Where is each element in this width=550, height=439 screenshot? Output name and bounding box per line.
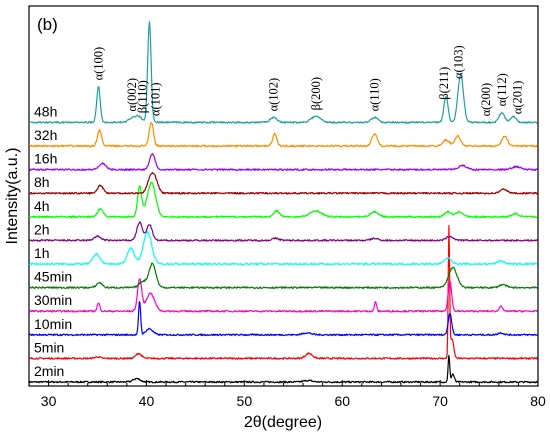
trace-label-48h: 48h [34,103,57,119]
trace-label-2min: 2min [34,363,64,379]
x-tick-label-70: 70 [432,393,448,409]
trace-group [28,21,539,384]
trace-line-48h [28,21,538,124]
x-tick-label-80: 80 [530,393,546,409]
trace-label-16h: 16h [34,151,57,167]
peak-annotation-7: β(211) [437,67,451,100]
peak-label-group: α(100) α(002)β(110)α(101) α(102) β(200) α(11… [92,45,525,116]
trace-line-5min [28,224,539,360]
peak-annotation-8: α(103) [452,45,466,79]
trace-label-group: 2min 5min 10min 30min 45min 1h 2h 4h 8h 16h 32h 48h [34,103,72,379]
x-tick-label-60: 60 [334,393,350,409]
trace-label-4h: 4h [34,198,50,214]
peak-annotation-6: α(110) [368,78,382,111]
trace-label-32h: 32h [34,127,57,143]
x-tick-label-40: 40 [139,393,155,409]
peak-annotation-4: α(102) [267,78,281,112]
trace-label-30min: 30min [34,292,72,308]
trace-line-45min [28,262,538,289]
trace-label-1h: 1h [34,245,50,261]
peak-annotation-2: β(110) [136,80,150,113]
x-axis-title: 2θ(degree) [244,414,322,431]
trace-line-16h [28,152,539,171]
peak-annotation-11: α(201) [510,81,524,115]
trace-label-8h: 8h [34,174,50,190]
trace-line-2h [28,221,539,242]
trace-line-4h [28,181,539,219]
trace-label-5min: 5min [34,339,64,355]
x-axis: 30 40 50 60 70 80 [41,380,546,409]
peak-annotation-0: α(100) [92,47,106,81]
trace-label-45min: 45min [34,269,72,285]
peak-annotation-9: α(200) [479,83,493,117]
trace-line-32h [28,121,538,148]
trace-line-8h [28,171,539,195]
peak-annotation-10: α(112) [495,73,509,106]
trace-line-1h [28,230,538,266]
trace-label-10min: 10min [34,316,72,332]
x-tick-label-30: 30 [41,393,57,409]
panel-label: (b) [37,15,58,34]
peak-annotation-1: α(002) [125,78,139,112]
trace-label-2h: 2h [34,221,50,237]
trace-line-30min [28,278,538,313]
trace-line-2min [28,354,538,384]
x-tick-label-50: 50 [237,393,253,409]
peak-annotation-5: β(200) [309,77,323,110]
peak-annotation-3: α(101) [148,82,162,116]
trace-line-10min [28,300,538,337]
y-axis-title: Intensity(a.u.) [4,148,21,245]
